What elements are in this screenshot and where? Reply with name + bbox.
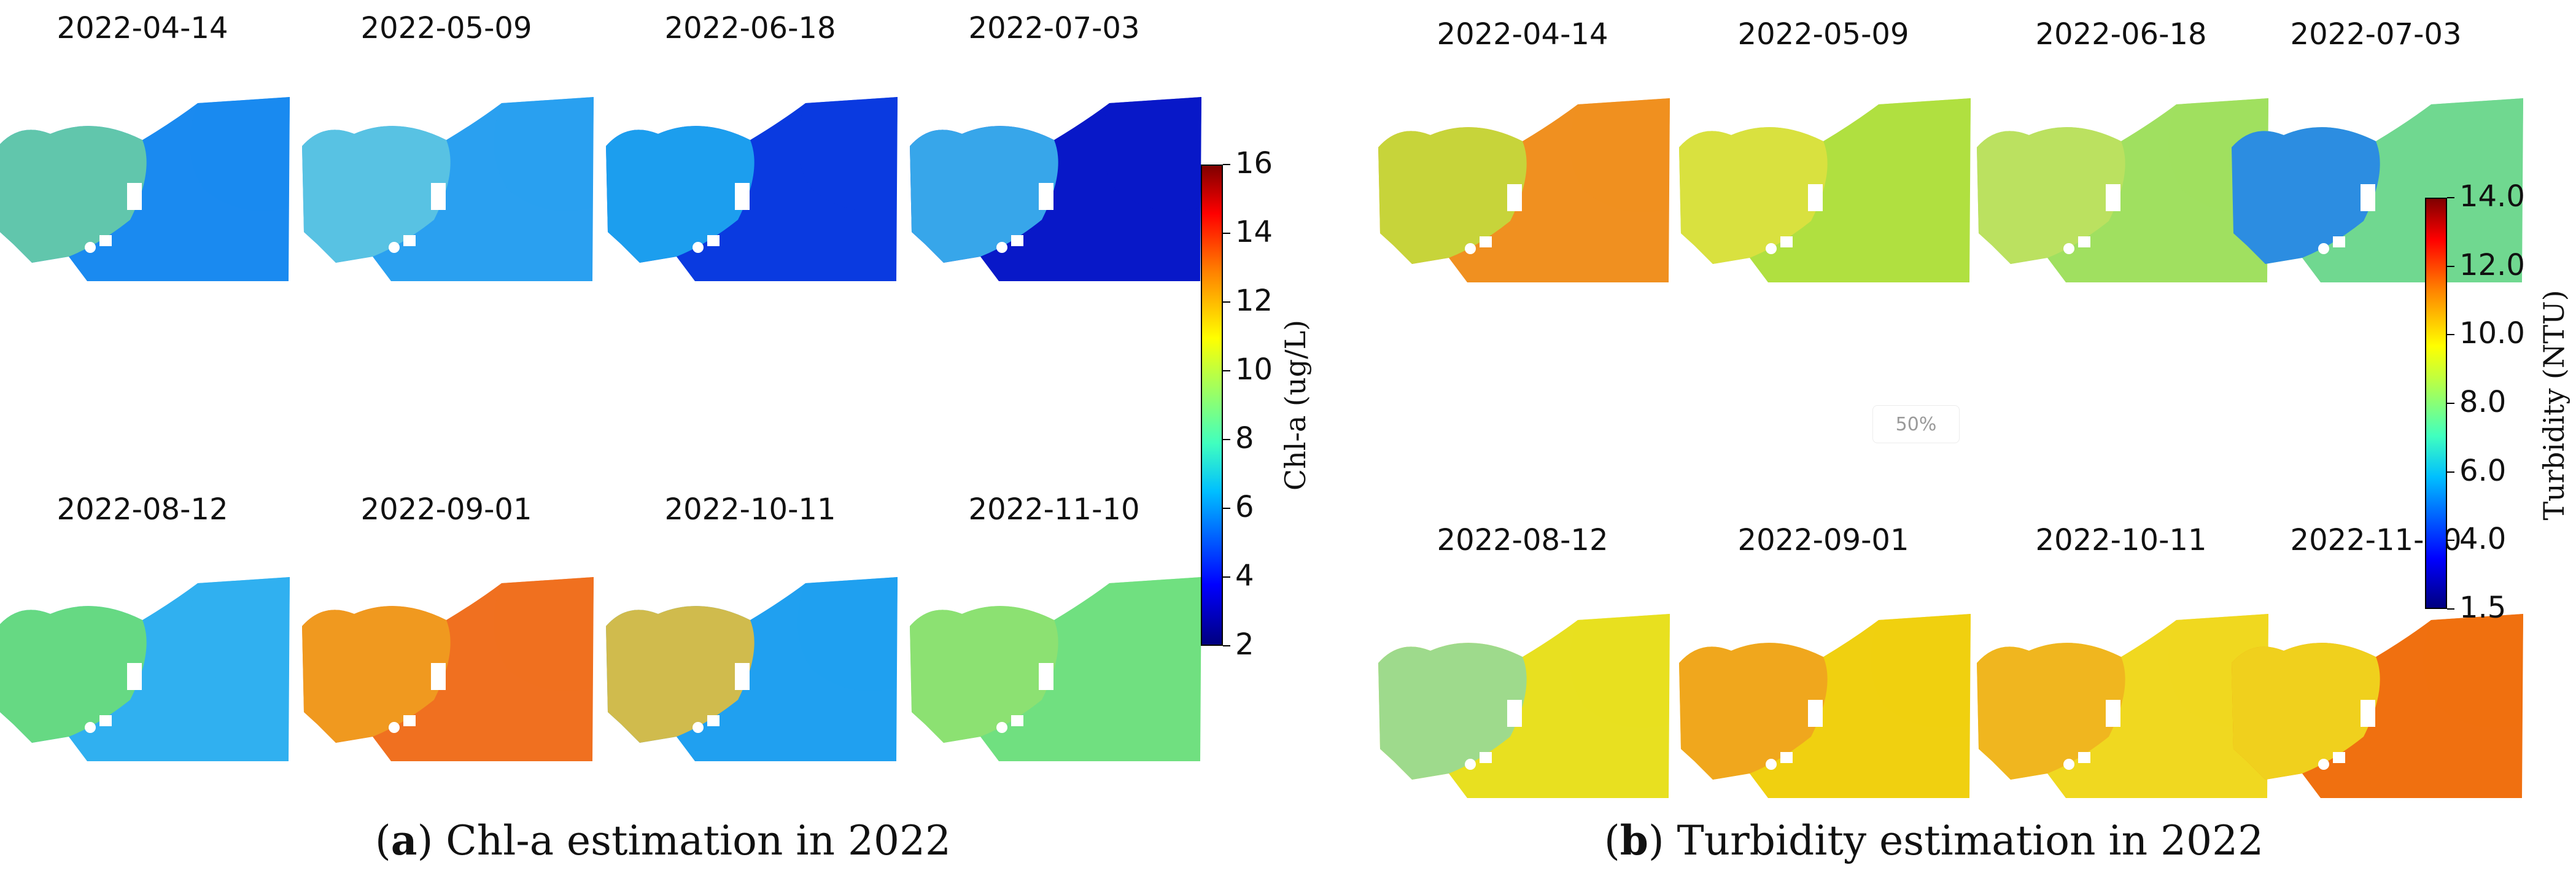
chl-a-colorbar-label: Chl-a (ug/L) — [1279, 319, 1312, 491]
map-date-label: 2022-04-14 — [1437, 17, 1608, 52]
map-date-label: 2022-08-12 — [1437, 523, 1608, 557]
colorbar-tick-label: 4.0 — [2459, 522, 2507, 557]
estimation-map — [0, 577, 290, 761]
chl-a-colorbar — [1201, 165, 1223, 646]
colorbar-tick-label: 12 — [1235, 284, 1273, 318]
colorbar-tick-label: 14.0 — [2459, 179, 2525, 214]
map-date-label: 2022-06-18 — [2035, 17, 2207, 52]
turbidity-colorbar — [2425, 198, 2447, 609]
colorbar-tick-label: 2 — [1235, 627, 1254, 662]
map-date-label: 2022-10-11 — [664, 492, 836, 527]
estimation-map — [1679, 614, 1971, 798]
estimation-map — [302, 97, 594, 281]
colorbar-tick-mark — [1223, 301, 1230, 303]
estimation-map — [910, 97, 1201, 281]
turbidity-colorbar-label: Turbidity (NTU) — [2537, 290, 2570, 521]
map-date-label: 2022-06-18 — [664, 11, 836, 45]
estimation-map — [1378, 98, 1670, 282]
estimation-map — [606, 577, 898, 761]
colorbar-tick-mark — [2447, 334, 2454, 336]
colorbar-tick-mark — [2447, 471, 2454, 473]
colorbar-tick-label: 14 — [1235, 215, 1273, 249]
estimation-map — [910, 577, 1201, 761]
map-date-label: 2022-04-14 — [56, 11, 228, 45]
estimation-map — [1977, 98, 2268, 282]
colorbar-tick-label: 12.0 — [2459, 247, 2525, 282]
estimation-map — [1977, 614, 2268, 798]
map-date-label: 2022-10-11 — [2035, 523, 2207, 557]
colorbar-tick-label: 10 — [1235, 352, 1273, 387]
colorbar-tick-mark — [1223, 439, 1230, 440]
colorbar-tick-mark — [2447, 403, 2454, 404]
colorbar-tick-label: 8.0 — [2459, 385, 2507, 419]
colorbar-tick-mark — [1223, 508, 1230, 509]
map-date-label: 2022-08-12 — [56, 492, 228, 527]
map-date-label: 2022-11-10 — [968, 492, 1140, 527]
colorbar-tick-mark — [1223, 370, 1230, 371]
caption-a: (a) Chl-a estimation in 2022 — [375, 816, 951, 864]
estimation-map — [2232, 98, 2523, 282]
colorbar-tick-mark — [2447, 265, 2454, 267]
map-date-label: 2022-05-09 — [360, 11, 532, 45]
colorbar-tick-label: 4 — [1235, 559, 1254, 593]
colorbar-tick-label: 8 — [1235, 421, 1254, 456]
colorbar-tick-label: 6.0 — [2459, 453, 2507, 488]
map-date-label: 2022-09-01 — [1737, 523, 1909, 557]
colorbar-tick-label: 1.5 — [2459, 591, 2507, 625]
colorbar-tick-mark — [1223, 645, 1230, 646]
caption-b: (b) Turbidity estimation in 2022 — [1604, 816, 2264, 864]
colorbar-tick-label: 16 — [1235, 146, 1273, 180]
estimation-map — [1679, 98, 1971, 282]
colorbar-tick-mark — [1223, 576, 1230, 578]
map-date-label: 2022-05-09 — [1737, 17, 1909, 52]
estimation-map — [1378, 614, 1670, 798]
colorbar-tick-label: 6 — [1235, 490, 1254, 524]
colorbar-tick-mark — [1223, 164, 1230, 165]
zoom-level-badge: 50% — [1872, 405, 1960, 443]
colorbar-tick-mark — [2447, 540, 2454, 541]
estimation-map — [0, 97, 290, 281]
estimation-map — [302, 577, 594, 761]
map-date-label: 2022-07-03 — [968, 11, 1140, 45]
estimation-map — [2232, 614, 2523, 798]
map-date-label: 2022-09-01 — [360, 492, 532, 527]
colorbar-tick-mark — [1223, 233, 1230, 234]
estimation-map — [606, 97, 898, 281]
colorbar-tick-mark — [2447, 197, 2454, 198]
colorbar-tick-label: 10.0 — [2459, 316, 2525, 351]
map-date-label: 2022-07-03 — [2290, 17, 2462, 52]
colorbar-tick-mark — [2447, 608, 2454, 610]
